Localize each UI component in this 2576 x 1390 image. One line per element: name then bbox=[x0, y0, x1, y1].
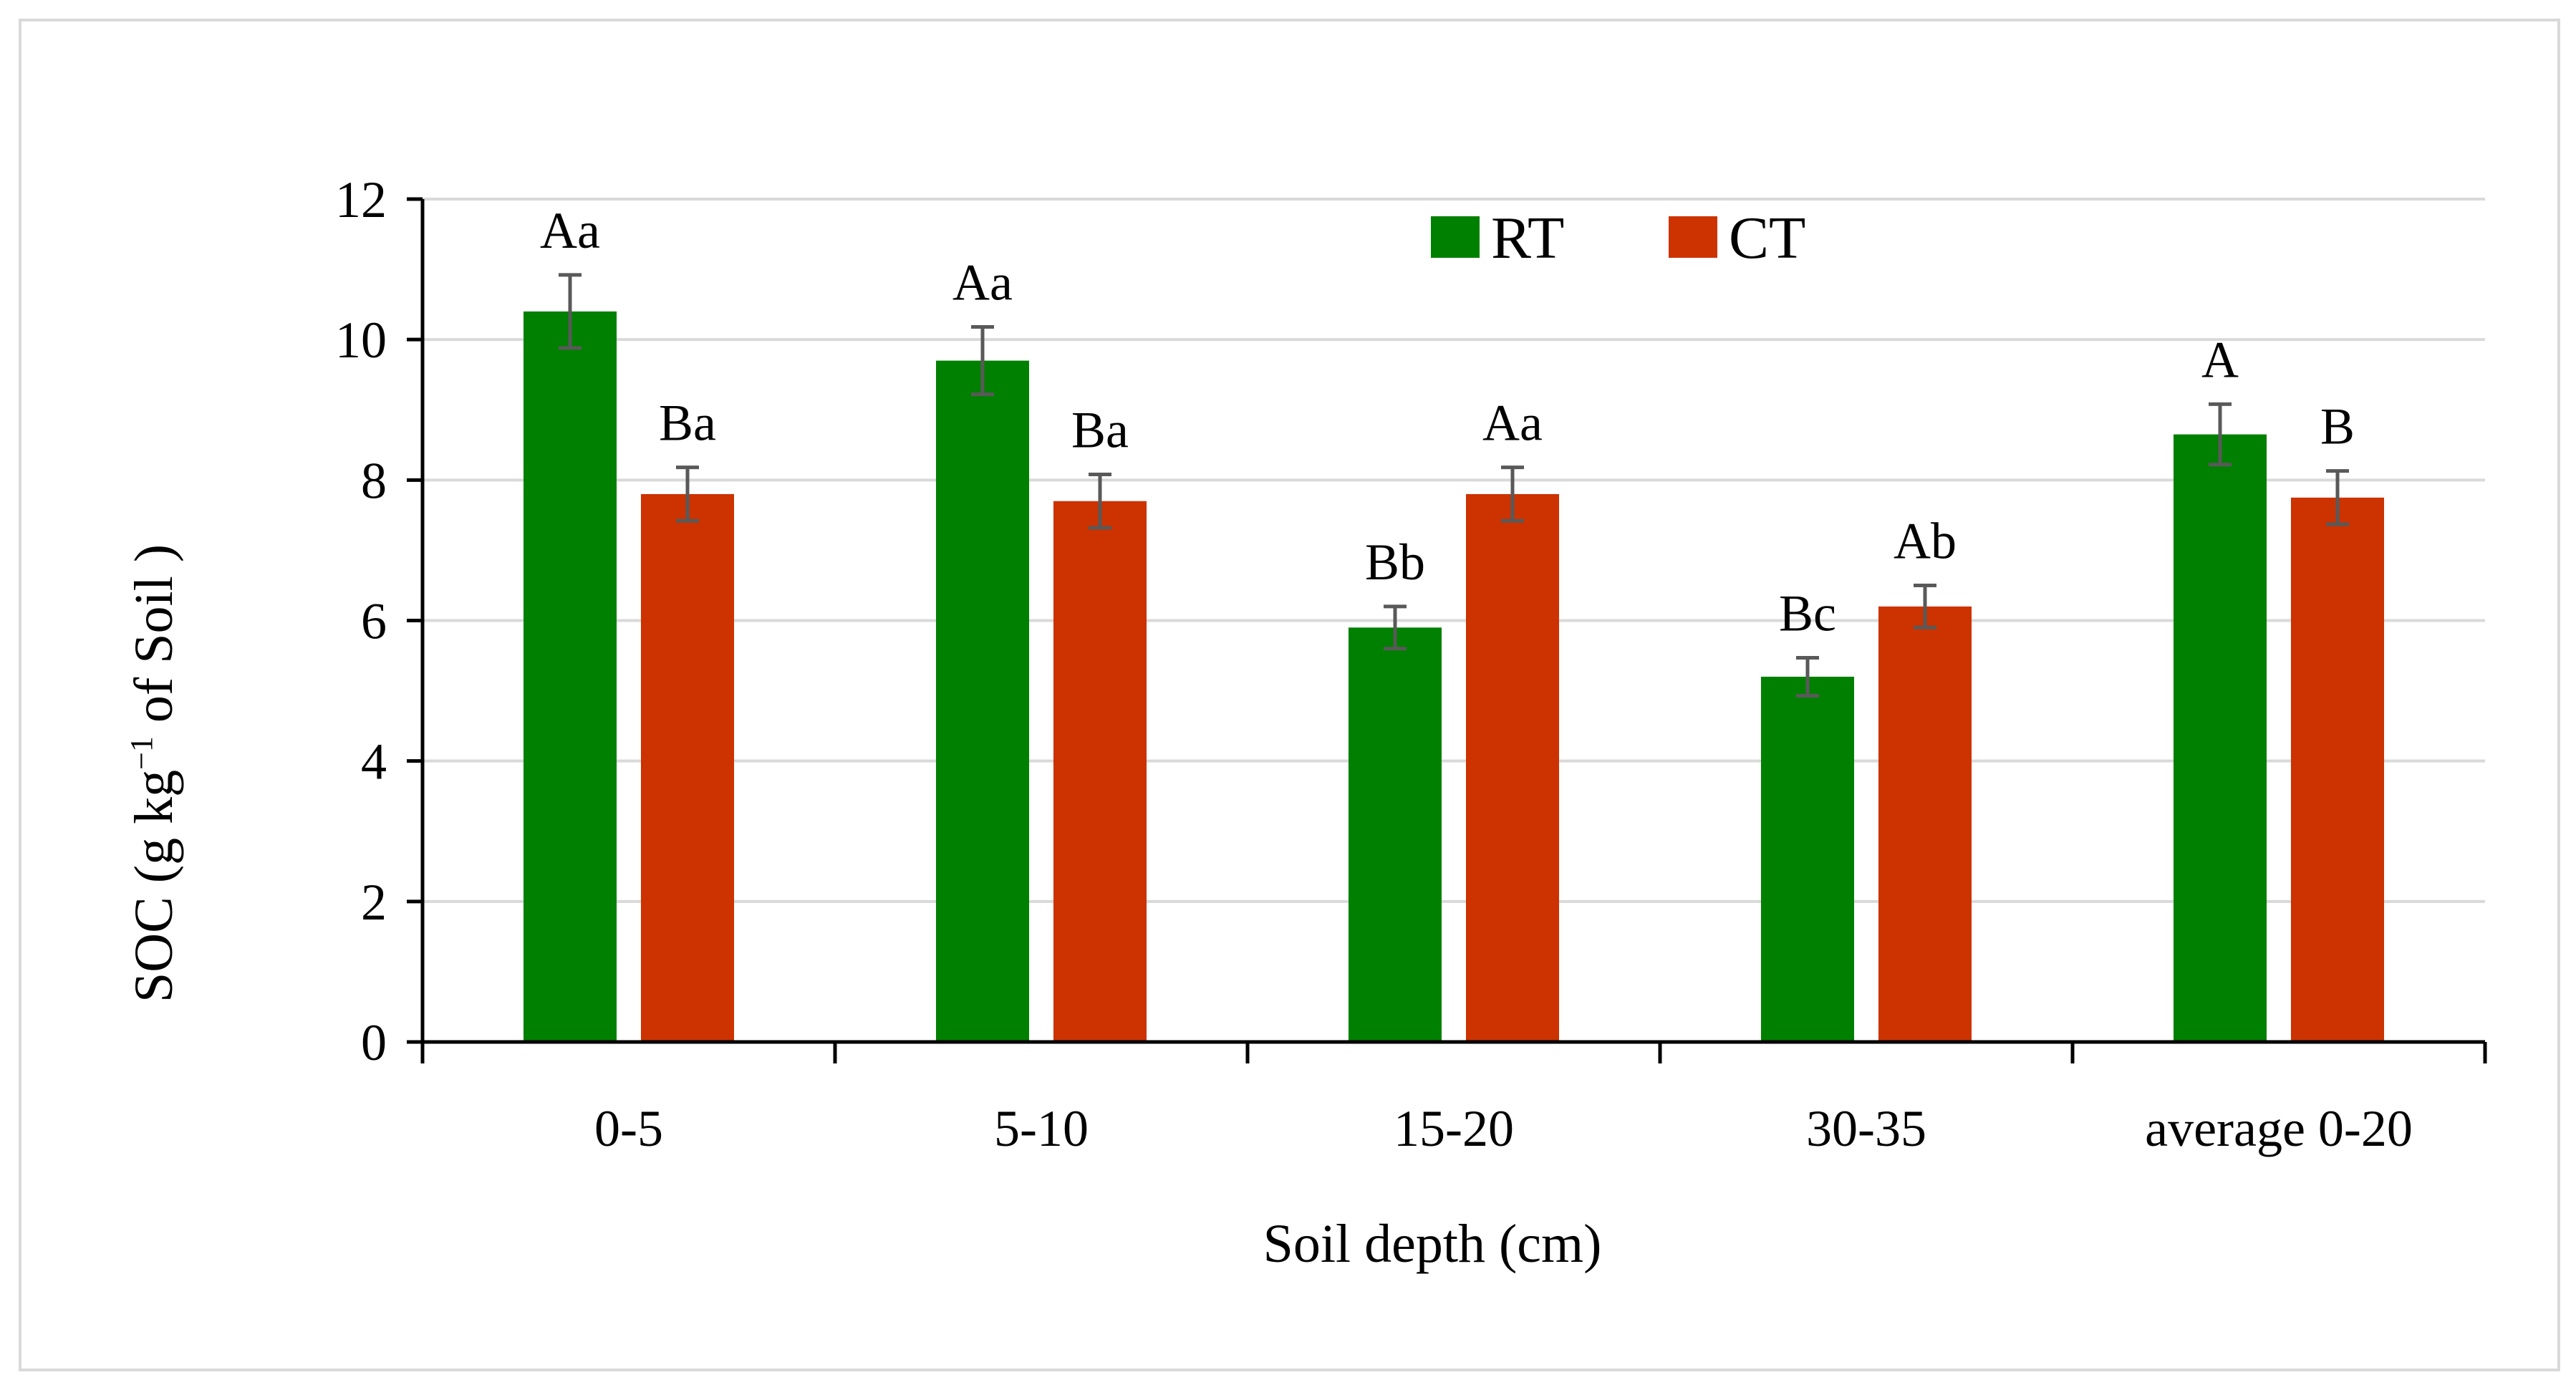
bar-ct-1 bbox=[1053, 501, 1147, 1042]
sig-label-ct-0: Ba bbox=[659, 395, 716, 452]
bar-rt-0 bbox=[524, 311, 617, 1042]
y-tick-label-12: 12 bbox=[335, 171, 387, 228]
x-axis-title: Soil depth (cm) bbox=[1263, 1214, 1602, 1274]
sig-label-rt-0: Aa bbox=[540, 202, 600, 259]
y-tick-label-6: 6 bbox=[361, 593, 387, 650]
y-tick-label-10: 10 bbox=[335, 312, 387, 369]
sig-label-ct-1: Ba bbox=[1071, 401, 1129, 458]
x-category-label-0: 0-5 bbox=[594, 1100, 663, 1157]
y-axis-title: SOC (g kg−1 of Soil ) bbox=[124, 544, 184, 1003]
gridlines bbox=[423, 198, 2485, 903]
y-tick-label-8: 8 bbox=[361, 452, 387, 509]
y-tick-label-4: 4 bbox=[361, 733, 387, 791]
sig-label-rt-3: Bc bbox=[1779, 584, 1836, 642]
y-tick-label-0: 0 bbox=[361, 1014, 387, 1071]
legend-swatch-rt bbox=[1431, 216, 1480, 258]
x-category-label-3: 30-35 bbox=[1806, 1100, 1926, 1157]
bar-rt-2 bbox=[1349, 627, 1442, 1042]
y-tick-label-2: 2 bbox=[361, 874, 387, 931]
sig-label-ct-3: Ab bbox=[1894, 512, 1957, 569]
bar-ct-2 bbox=[1466, 493, 1559, 1042]
legend-label-ct: CT bbox=[1729, 205, 1805, 271]
bar-ct-0 bbox=[641, 493, 734, 1042]
bar-rt-1 bbox=[936, 360, 1029, 1042]
bar-ct-4 bbox=[2291, 497, 2384, 1042]
axes: 0 2 4 6 8 10 12 bbox=[335, 171, 2487, 1071]
legend: RT CT bbox=[1431, 205, 1805, 271]
sig-label-rt-2: Bb bbox=[1365, 534, 1425, 591]
x-category-label-1: 5-10 bbox=[994, 1100, 1089, 1157]
sig-label-rt-1: Aa bbox=[952, 254, 1013, 312]
y-axis-title-post: of Soil ) bbox=[124, 544, 184, 736]
bar-rt-4 bbox=[2174, 434, 2267, 1042]
sig-label-rt-4: A bbox=[2201, 331, 2239, 388]
labels: 0-5 Aa Ba 5-10 Aa Ba 15-20 Bb Aa 30-35 Bc Ab average… bbox=[540, 202, 2413, 1157]
bar-rt-3 bbox=[1761, 676, 1854, 1042]
bar-ct-3 bbox=[1878, 606, 1972, 1042]
y-axis-title-sup: −1 bbox=[124, 736, 159, 770]
legend-label-rt: RT bbox=[1491, 205, 1564, 271]
x-category-label-2: 15-20 bbox=[1394, 1100, 1514, 1157]
sig-label-ct-4: B bbox=[2320, 398, 2355, 455]
y-axis-title-pre: SOC (g kg bbox=[124, 770, 184, 1003]
x-category-label-4: average 0-20 bbox=[2145, 1100, 2413, 1157]
sig-label-ct-2: Aa bbox=[1482, 395, 1543, 452]
legend-swatch-ct bbox=[1669, 216, 1717, 258]
bars bbox=[524, 273, 2384, 1042]
chart-frame bbox=[19, 19, 2560, 1371]
